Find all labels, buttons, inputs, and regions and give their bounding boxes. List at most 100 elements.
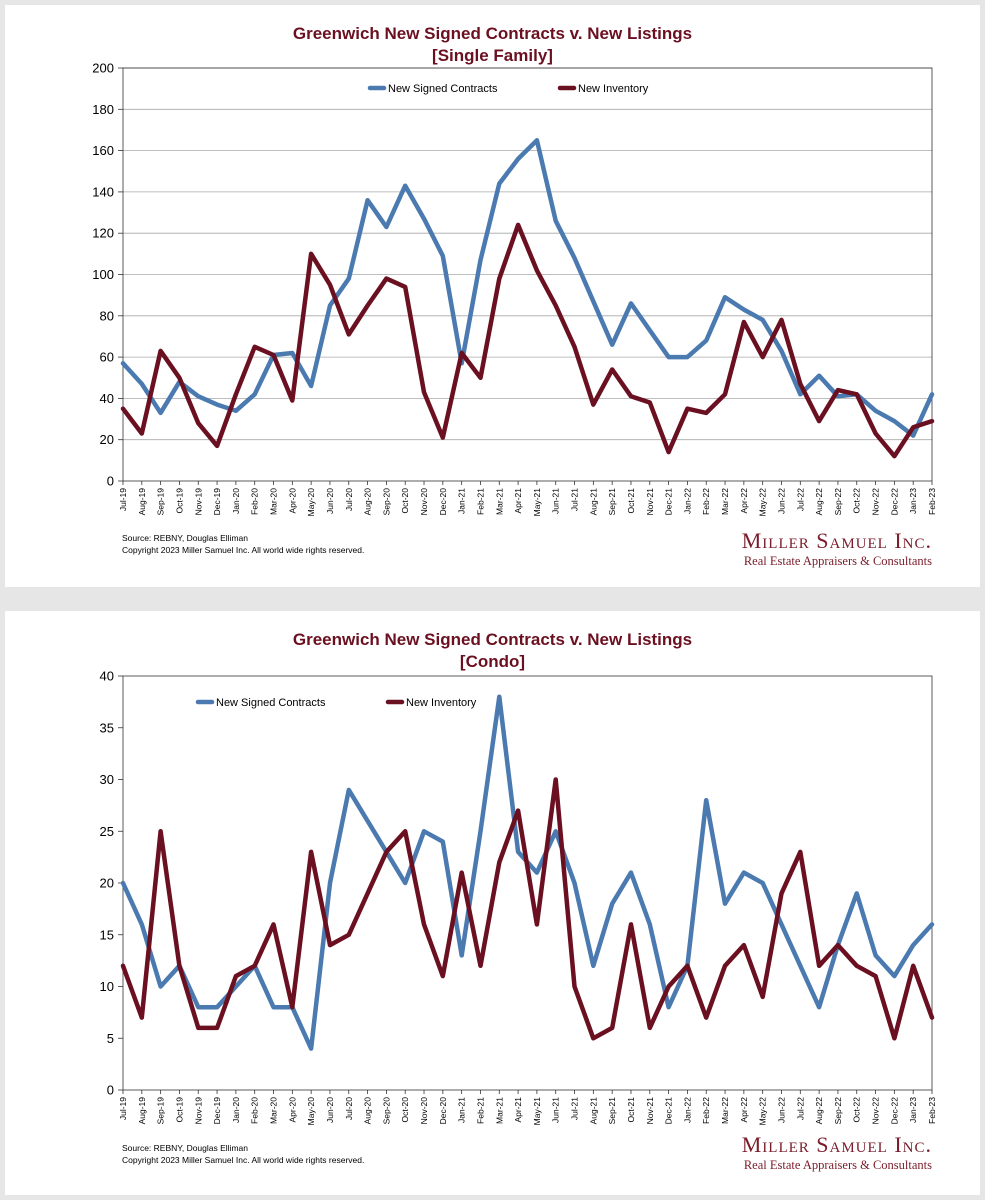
y-tick-label: 35: [100, 720, 114, 735]
x-tick-label: May-20: [306, 1097, 316, 1126]
x-tick-label: Jul-19: [118, 488, 128, 511]
x-tick-label: Nov-22: [871, 1097, 881, 1125]
y-tick-label: 20: [100, 432, 114, 447]
x-tick-label: Jan-20: [231, 1097, 241, 1123]
x-tick-label: Jul-22: [795, 488, 805, 511]
x-tick-label: Jan-20: [231, 488, 241, 514]
y-tick-label: 20: [100, 876, 114, 891]
series-line-signed-contracts: [120, 138, 935, 438]
chart-title: Greenwich New Signed Contracts v. New Li…: [292, 24, 693, 43]
x-tick-label: Jun-20: [325, 488, 335, 514]
x-tick-label: Nov-20: [419, 1097, 429, 1125]
x-tick-label: Aug-20: [363, 1097, 373, 1125]
source-note: Source: REBNY, Douglas Elliman: [122, 1143, 248, 1153]
y-tick-label: 15: [100, 927, 114, 942]
x-tick-label: Sep-21: [607, 1097, 617, 1125]
x-tick-label: Dec-20: [438, 1097, 448, 1125]
x-tick-label: Jan-22: [682, 488, 692, 514]
y-tick-label: 30: [100, 772, 114, 787]
x-tick-label: Feb-21: [475, 488, 485, 515]
x-tick-label: Nov-20: [419, 488, 429, 516]
x-tick-label: Mar-20: [269, 488, 279, 515]
x-tick-label: Aug-20: [363, 488, 373, 516]
x-tick-label: Feb-21: [475, 1097, 485, 1124]
x-tick-label: Nov-21: [645, 1097, 655, 1125]
x-tick-label: Nov-19: [193, 488, 203, 516]
x-tick-label: Apr-21: [513, 1097, 523, 1123]
y-tick-label: 80: [100, 308, 114, 323]
x-tick-label: Jun-21: [551, 488, 561, 514]
x-tick-label: Apr-20: [287, 488, 297, 514]
x-tick-label: Sep-22: [833, 1097, 843, 1125]
x-tick-label: Dec-19: [212, 1097, 222, 1125]
condo-line-chart: 0 5 10 15 20 25 30 35 40 Jul-19 Aug-19 Sep-19 Oct-19…: [100, 669, 937, 1126]
y-tick-label: 60: [100, 350, 114, 365]
series-line-new-inventory: [120, 777, 935, 1041]
single-family-line-chart: 0 20 40 60 80 100 120 140 160 180 200 Jul-19 Aug-19 S…: [92, 61, 937, 517]
x-tick-label: Oct-19: [174, 488, 184, 514]
x-tick-label: Nov-19: [193, 1097, 203, 1125]
x-tick-label: May-22: [758, 488, 768, 517]
y-tick-label: 100: [92, 267, 114, 282]
copyright-note: Copyright 2023 Miller Samuel Inc. All wo…: [122, 1155, 365, 1165]
chart-title: Greenwich New Signed Contracts v. New Li…: [292, 630, 693, 649]
y-tick-label: 10: [100, 979, 114, 994]
legend-label: New Inventory: [406, 697, 477, 709]
x-tick-label: Dec-22: [889, 488, 899, 516]
x-tick-label: Sep-20: [381, 488, 391, 516]
x-tick-label: Oct-21: [626, 488, 636, 514]
x-tick-label: Mar-22: [720, 1097, 730, 1124]
x-tick-label: Sep-21: [607, 488, 617, 516]
x-tick-label: Aug-22: [814, 488, 824, 516]
x-tick-label: Jan-22: [682, 1097, 692, 1123]
x-tick-label: Feb-20: [250, 488, 260, 515]
x-tick-label: Sep-20: [381, 1097, 391, 1125]
x-tick-label: Aug-22: [814, 1097, 824, 1125]
series-line-new-inventory: [120, 222, 935, 459]
y-tick-label: 40: [100, 391, 114, 406]
x-tick-label: Aug-19: [137, 1097, 147, 1125]
x-tick-label: Oct-22: [852, 1097, 862, 1123]
x-tick-label: Dec-22: [889, 1097, 899, 1125]
x-tick-label: Sep-19: [156, 488, 166, 516]
x-tick-label: Jul-21: [570, 1097, 580, 1120]
plot-area: [122, 675, 933, 1091]
x-tick-label: Sep-19: [156, 1097, 166, 1125]
brand-name: Miller Samuel Inc.: [741, 1132, 932, 1157]
x-tick-label: May-21: [532, 1097, 542, 1126]
x-tick-label: Jan-21: [457, 488, 467, 514]
x-tick-label: May-21: [532, 488, 542, 517]
y-tick-label: 120: [92, 226, 114, 241]
x-tick-label: Feb-22: [701, 488, 711, 515]
x-tick-label: Mar-21: [494, 488, 504, 515]
x-tick-label: Dec-20: [438, 488, 448, 516]
x-tick-label: Oct-21: [626, 1097, 636, 1123]
y-tick-label: 0: [107, 1083, 114, 1098]
x-tick-label: Oct-20: [400, 1097, 410, 1123]
x-tick-label: Feb-23: [927, 488, 937, 515]
x-tick-label: Dec-19: [212, 488, 222, 516]
x-tick-label: Jul-19: [118, 1097, 128, 1120]
brand-logo: Miller Samuel Inc. Real Estate Appraiser…: [742, 1133, 932, 1173]
brand-logo: Miller Samuel Inc. Real Estate Appraiser…: [742, 529, 932, 569]
x-tick-label: Jun-22: [776, 1097, 786, 1123]
x-tick-label: Oct-20: [400, 488, 410, 514]
x-tick-label: Apr-22: [739, 1097, 749, 1123]
x-tick-label: Oct-22: [852, 488, 862, 514]
y-tick-label: 25: [100, 824, 114, 839]
x-tick-label: Aug-19: [137, 488, 147, 516]
y-tick-label: 140: [92, 184, 114, 199]
condo-chart-panel: Greenwich New Signed Contracts v. New Li…: [5, 611, 980, 1195]
y-tick-label: 5: [107, 1031, 114, 1046]
x-tick-label: Jun-20: [325, 1097, 335, 1123]
x-tick-label: Jun-21: [551, 1097, 561, 1123]
x-tick-label: Jan-21: [457, 1097, 467, 1123]
x-tick-label: Mar-22: [720, 488, 730, 515]
chart-subtitle: [Single Family]: [432, 46, 553, 65]
x-tick-label: Jul-21: [570, 488, 580, 511]
chart-subtitle: [Condo]: [459, 652, 526, 671]
copyright-note: Copyright 2023 Miller Samuel Inc. All wo…: [122, 545, 365, 555]
y-tick-label: 40: [100, 669, 114, 684]
brand-name: Miller Samuel Inc.: [741, 528, 932, 553]
y-tick-label: 160: [92, 143, 114, 158]
